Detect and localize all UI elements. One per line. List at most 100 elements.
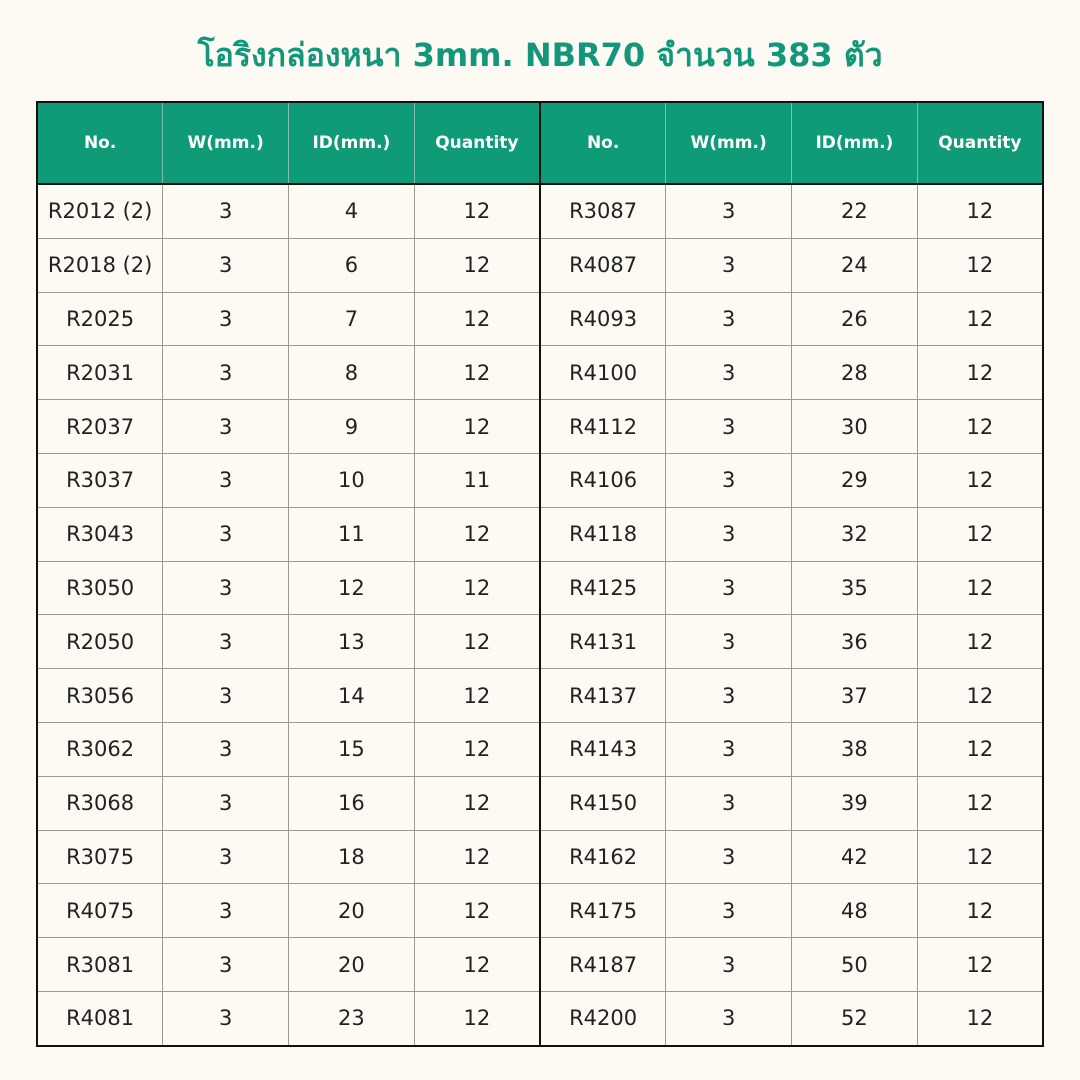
header-cell: W(mm.) — [162, 101, 289, 185]
table-cell: 12 — [916, 237, 1044, 293]
table-cell: 12 — [413, 237, 541, 293]
table-cell: 12 — [413, 291, 541, 347]
table-cell: 12 — [413, 829, 541, 885]
table-row: R2018 (2) 3 6 12 R4087 3 24 12 — [36, 237, 1044, 293]
table-cell: 3 — [665, 291, 792, 347]
table-cell: 12 — [916, 345, 1044, 401]
table-cell: R4125 — [539, 560, 667, 616]
table-row: R2012 (2) 3 4 12 R3087 3 22 12 — [36, 183, 1044, 239]
table-cell: 20 — [288, 883, 415, 939]
header-cell: Quantity — [413, 101, 541, 185]
table-cell: 3 — [162, 937, 289, 992]
table-cell: R4100 — [539, 345, 667, 401]
table-cell: R4112 — [539, 399, 667, 454]
table-cell: 12 — [413, 668, 541, 723]
table-row: R3062 3 15 12 R4143 3 38 12 — [36, 721, 1044, 777]
table-cell: 14 — [288, 668, 415, 723]
table-cell: 28 — [791, 345, 918, 401]
table-row: R3043 3 11 12 R4118 3 32 12 — [36, 506, 1044, 562]
table-cell: 12 — [916, 883, 1044, 939]
table-cell: 3 — [665, 668, 792, 723]
table-cell: 3 — [665, 775, 792, 831]
header-cell: ID(mm.) — [288, 101, 415, 185]
table-cell: R4106 — [539, 452, 667, 508]
table-cell: R2025 — [36, 291, 164, 347]
table-cell: 4 — [288, 183, 415, 239]
table-cell: 10 — [288, 452, 415, 508]
table-cell: 48 — [791, 883, 918, 939]
table-cell: 3 — [665, 506, 792, 562]
table-cell: R3081 — [36, 937, 164, 992]
table-cell: 13 — [288, 614, 415, 670]
table-cell: 26 — [791, 291, 918, 347]
table-row: R3037 3 10 11 R4106 3 29 12 — [36, 452, 1044, 508]
table-cell: 12 — [288, 560, 415, 616]
table-row: R3081 3 20 12 R4187 3 50 12 — [36, 937, 1044, 992]
table-cell: 35 — [791, 560, 918, 616]
table-cell: 29 — [791, 452, 918, 508]
table-cell: 12 — [916, 452, 1044, 508]
table-cell: R2050 — [36, 614, 164, 670]
table-cell: 12 — [916, 990, 1044, 1047]
table-cell: 12 — [413, 721, 541, 777]
table-cell: 12 — [916, 560, 1044, 616]
table-cell: 12 — [916, 614, 1044, 670]
table-cell: 12 — [413, 345, 541, 401]
table-cell: R4143 — [539, 721, 667, 777]
table-cell: R4075 — [36, 883, 164, 939]
table-cell: 3 — [162, 990, 289, 1047]
table-cell: R3050 — [36, 560, 164, 616]
table-row: R2050 3 13 12 R4131 3 36 12 — [36, 614, 1044, 670]
table-cell: R4150 — [539, 775, 667, 831]
table-cell: R3087 — [539, 183, 667, 239]
table-cell: 3 — [665, 452, 792, 508]
table-cell: R4081 — [36, 990, 164, 1047]
table-cell: 11 — [413, 452, 541, 508]
table-cell: 3 — [665, 829, 792, 885]
table-cell: R3075 — [36, 829, 164, 885]
table-cell: 3 — [665, 345, 792, 401]
table-row: R3075 3 18 12 R4162 3 42 12 — [36, 829, 1044, 885]
table-cell: 9 — [288, 399, 415, 454]
table-cell: 3 — [665, 721, 792, 777]
header-cell: W(mm.) — [665, 101, 792, 185]
table-cell: 3 — [162, 291, 289, 347]
table-cell: 38 — [791, 721, 918, 777]
table-cell: 12 — [413, 883, 541, 939]
table-cell: 3 — [162, 560, 289, 616]
table-cell: 3 — [162, 883, 289, 939]
table-cell: R2012 (2) — [36, 183, 164, 239]
table-cell: R2037 — [36, 399, 164, 454]
table-cell: 12 — [413, 614, 541, 670]
table-cell: 23 — [288, 990, 415, 1047]
table-cell: R4087 — [539, 237, 667, 293]
table-cell: 37 — [791, 668, 918, 723]
table-cell: 20 — [288, 937, 415, 992]
table-cell: 42 — [791, 829, 918, 885]
header-cell: ID(mm.) — [791, 101, 918, 185]
table-cell: 3 — [665, 183, 792, 239]
table-cell: 6 — [288, 237, 415, 293]
title: โอริงกล่องหนา 3mm. NBR70 จำนวน 383 ตัว — [197, 36, 883, 74]
table-cell: 3 — [162, 183, 289, 239]
table-cell: 12 — [916, 721, 1044, 777]
table-cell: 12 — [413, 937, 541, 992]
table-cell: R4187 — [539, 937, 667, 992]
table-cell: 12 — [413, 506, 541, 562]
table-cell: 22 — [791, 183, 918, 239]
table-cell: R2018 (2) — [36, 237, 164, 293]
table-cell: R4162 — [539, 829, 667, 885]
table-cell: 3 — [162, 345, 289, 401]
table-cell: 24 — [791, 237, 918, 293]
table-cell: R4137 — [539, 668, 667, 723]
table-cell: 3 — [162, 506, 289, 562]
table-cell: 11 — [288, 506, 415, 562]
table-cell: R4175 — [539, 883, 667, 939]
table-cell: 3 — [162, 721, 289, 777]
header-cell: No. — [539, 101, 667, 185]
table-cell: 3 — [665, 990, 792, 1047]
table-cell: 3 — [665, 237, 792, 293]
table-cell: 12 — [916, 506, 1044, 562]
table-cell: 3 — [665, 937, 792, 992]
table-cell: 12 — [916, 668, 1044, 723]
